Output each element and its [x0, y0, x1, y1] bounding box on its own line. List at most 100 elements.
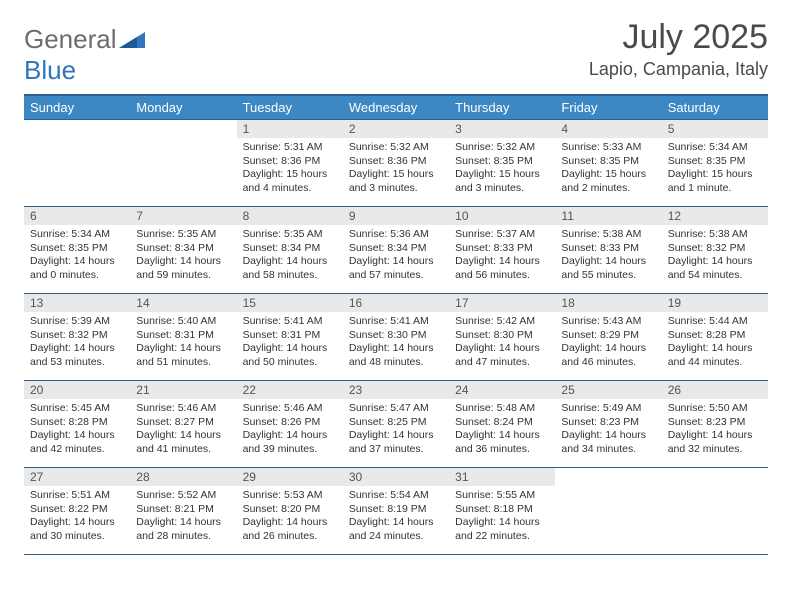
day-number: 18	[555, 294, 661, 312]
day-cell: 17Sunrise: 5:42 AMSunset: 8:30 PMDayligh…	[449, 294, 555, 380]
daylight-text: Daylight: 14 hours and 30 minutes.	[30, 516, 124, 543]
day-data: Sunrise: 5:32 AMSunset: 8:35 PMDaylight:…	[449, 138, 555, 202]
day-number	[130, 120, 236, 138]
day-cell: 2Sunrise: 5:32 AMSunset: 8:36 PMDaylight…	[343, 120, 449, 206]
day-data: Sunrise: 5:46 AMSunset: 8:27 PMDaylight:…	[130, 399, 236, 463]
location: Lapio, Campania, Italy	[589, 59, 768, 80]
daylight-text: Daylight: 14 hours and 55 minutes.	[561, 255, 655, 282]
sunrise-text: Sunrise: 5:45 AM	[30, 402, 124, 416]
day-cell	[662, 468, 768, 554]
daylight-text: Daylight: 14 hours and 50 minutes.	[243, 342, 337, 369]
day-data: Sunrise: 5:38 AMSunset: 8:33 PMDaylight:…	[555, 225, 661, 289]
sunset-text: Sunset: 8:33 PM	[561, 242, 655, 256]
day-cell: 8Sunrise: 5:35 AMSunset: 8:34 PMDaylight…	[237, 207, 343, 293]
sunrise-text: Sunrise: 5:52 AM	[136, 489, 230, 503]
day-number: 29	[237, 468, 343, 486]
day-cell: 21Sunrise: 5:46 AMSunset: 8:27 PMDayligh…	[130, 381, 236, 467]
daylight-text: Daylight: 14 hours and 26 minutes.	[243, 516, 337, 543]
day-cell: 7Sunrise: 5:35 AMSunset: 8:34 PMDaylight…	[130, 207, 236, 293]
day-data: Sunrise: 5:54 AMSunset: 8:19 PMDaylight:…	[343, 486, 449, 550]
sunset-text: Sunset: 8:35 PM	[30, 242, 124, 256]
header: General Blue July 2025 Lapio, Campania, …	[24, 18, 768, 86]
daylight-text: Daylight: 14 hours and 36 minutes.	[455, 429, 549, 456]
day-data: Sunrise: 5:33 AMSunset: 8:35 PMDaylight:…	[555, 138, 661, 202]
daylight-text: Daylight: 14 hours and 22 minutes.	[455, 516, 549, 543]
day-data: Sunrise: 5:38 AMSunset: 8:32 PMDaylight:…	[662, 225, 768, 289]
sunset-text: Sunset: 8:33 PM	[455, 242, 549, 256]
daylight-text: Daylight: 14 hours and 58 minutes.	[243, 255, 337, 282]
day-number: 4	[555, 120, 661, 138]
sunrise-text: Sunrise: 5:42 AM	[455, 315, 549, 329]
day-cell: 23Sunrise: 5:47 AMSunset: 8:25 PMDayligh…	[343, 381, 449, 467]
day-data: Sunrise: 5:43 AMSunset: 8:29 PMDaylight:…	[555, 312, 661, 376]
day-cell: 9Sunrise: 5:36 AMSunset: 8:34 PMDaylight…	[343, 207, 449, 293]
sunset-text: Sunset: 8:34 PM	[136, 242, 230, 256]
day-cell: 1Sunrise: 5:31 AMSunset: 8:36 PMDaylight…	[237, 120, 343, 206]
day-cell: 31Sunrise: 5:55 AMSunset: 8:18 PMDayligh…	[449, 468, 555, 554]
sunrise-text: Sunrise: 5:48 AM	[455, 402, 549, 416]
daylight-text: Daylight: 15 hours and 1 minute.	[668, 168, 762, 195]
daylight-text: Daylight: 14 hours and 28 minutes.	[136, 516, 230, 543]
week-row: 13Sunrise: 5:39 AMSunset: 8:32 PMDayligh…	[24, 293, 768, 380]
sunrise-text: Sunrise: 5:36 AM	[349, 228, 443, 242]
day-data: Sunrise: 5:34 AMSunset: 8:35 PMDaylight:…	[662, 138, 768, 202]
day-number: 5	[662, 120, 768, 138]
daylight-text: Daylight: 14 hours and 56 minutes.	[455, 255, 549, 282]
weekday-thursday: Thursday	[449, 96, 555, 119]
sunrise-text: Sunrise: 5:31 AM	[243, 141, 337, 155]
day-number: 12	[662, 207, 768, 225]
day-number: 3	[449, 120, 555, 138]
day-data: Sunrise: 5:41 AMSunset: 8:30 PMDaylight:…	[343, 312, 449, 376]
logo-text-blue: Blue	[24, 55, 76, 85]
sunrise-text: Sunrise: 5:33 AM	[561, 141, 655, 155]
daylight-text: Daylight: 14 hours and 48 minutes.	[349, 342, 443, 369]
day-cell	[555, 468, 661, 554]
day-number: 27	[24, 468, 130, 486]
day-data: Sunrise: 5:55 AMSunset: 8:18 PMDaylight:…	[449, 486, 555, 550]
day-cell: 14Sunrise: 5:40 AMSunset: 8:31 PMDayligh…	[130, 294, 236, 380]
day-data: Sunrise: 5:47 AMSunset: 8:25 PMDaylight:…	[343, 399, 449, 463]
day-cell: 12Sunrise: 5:38 AMSunset: 8:32 PMDayligh…	[662, 207, 768, 293]
sunset-text: Sunset: 8:21 PM	[136, 503, 230, 517]
day-cell: 24Sunrise: 5:48 AMSunset: 8:24 PMDayligh…	[449, 381, 555, 467]
day-data: Sunrise: 5:44 AMSunset: 8:28 PMDaylight:…	[662, 312, 768, 376]
day-data: Sunrise: 5:45 AMSunset: 8:28 PMDaylight:…	[24, 399, 130, 463]
daylight-text: Daylight: 14 hours and 0 minutes.	[30, 255, 124, 282]
day-data: Sunrise: 5:52 AMSunset: 8:21 PMDaylight:…	[130, 486, 236, 550]
daylight-text: Daylight: 14 hours and 44 minutes.	[668, 342, 762, 369]
day-number: 8	[237, 207, 343, 225]
daylight-text: Daylight: 15 hours and 3 minutes.	[349, 168, 443, 195]
daylight-text: Daylight: 14 hours and 47 minutes.	[455, 342, 549, 369]
sunrise-text: Sunrise: 5:55 AM	[455, 489, 549, 503]
day-cell: 18Sunrise: 5:43 AMSunset: 8:29 PMDayligh…	[555, 294, 661, 380]
daylight-text: Daylight: 15 hours and 3 minutes.	[455, 168, 549, 195]
sunrise-text: Sunrise: 5:49 AM	[561, 402, 655, 416]
day-number	[555, 468, 661, 486]
day-cell: 19Sunrise: 5:44 AMSunset: 8:28 PMDayligh…	[662, 294, 768, 380]
day-number: 21	[130, 381, 236, 399]
day-cell	[130, 120, 236, 206]
sunset-text: Sunset: 8:36 PM	[349, 155, 443, 169]
day-cell: 25Sunrise: 5:49 AMSunset: 8:23 PMDayligh…	[555, 381, 661, 467]
sunrise-text: Sunrise: 5:35 AM	[136, 228, 230, 242]
day-number: 24	[449, 381, 555, 399]
sunset-text: Sunset: 8:34 PM	[349, 242, 443, 256]
day-number: 9	[343, 207, 449, 225]
day-data: Sunrise: 5:41 AMSunset: 8:31 PMDaylight:…	[237, 312, 343, 376]
week-row: 6Sunrise: 5:34 AMSunset: 8:35 PMDaylight…	[24, 206, 768, 293]
sunrise-text: Sunrise: 5:38 AM	[561, 228, 655, 242]
daylight-text: Daylight: 14 hours and 24 minutes.	[349, 516, 443, 543]
daylight-text: Daylight: 14 hours and 41 minutes.	[136, 429, 230, 456]
day-data: Sunrise: 5:34 AMSunset: 8:35 PMDaylight:…	[24, 225, 130, 289]
daylight-text: Daylight: 14 hours and 53 minutes.	[30, 342, 124, 369]
sunrise-text: Sunrise: 5:43 AM	[561, 315, 655, 329]
sunrise-text: Sunrise: 5:53 AM	[243, 489, 337, 503]
day-cell: 15Sunrise: 5:41 AMSunset: 8:31 PMDayligh…	[237, 294, 343, 380]
sunrise-text: Sunrise: 5:46 AM	[136, 402, 230, 416]
day-data: Sunrise: 5:31 AMSunset: 8:36 PMDaylight:…	[237, 138, 343, 202]
sunset-text: Sunset: 8:31 PM	[243, 329, 337, 343]
sunset-text: Sunset: 8:22 PM	[30, 503, 124, 517]
sunrise-text: Sunrise: 5:32 AM	[455, 141, 549, 155]
day-number: 17	[449, 294, 555, 312]
sunset-text: Sunset: 8:19 PM	[349, 503, 443, 517]
